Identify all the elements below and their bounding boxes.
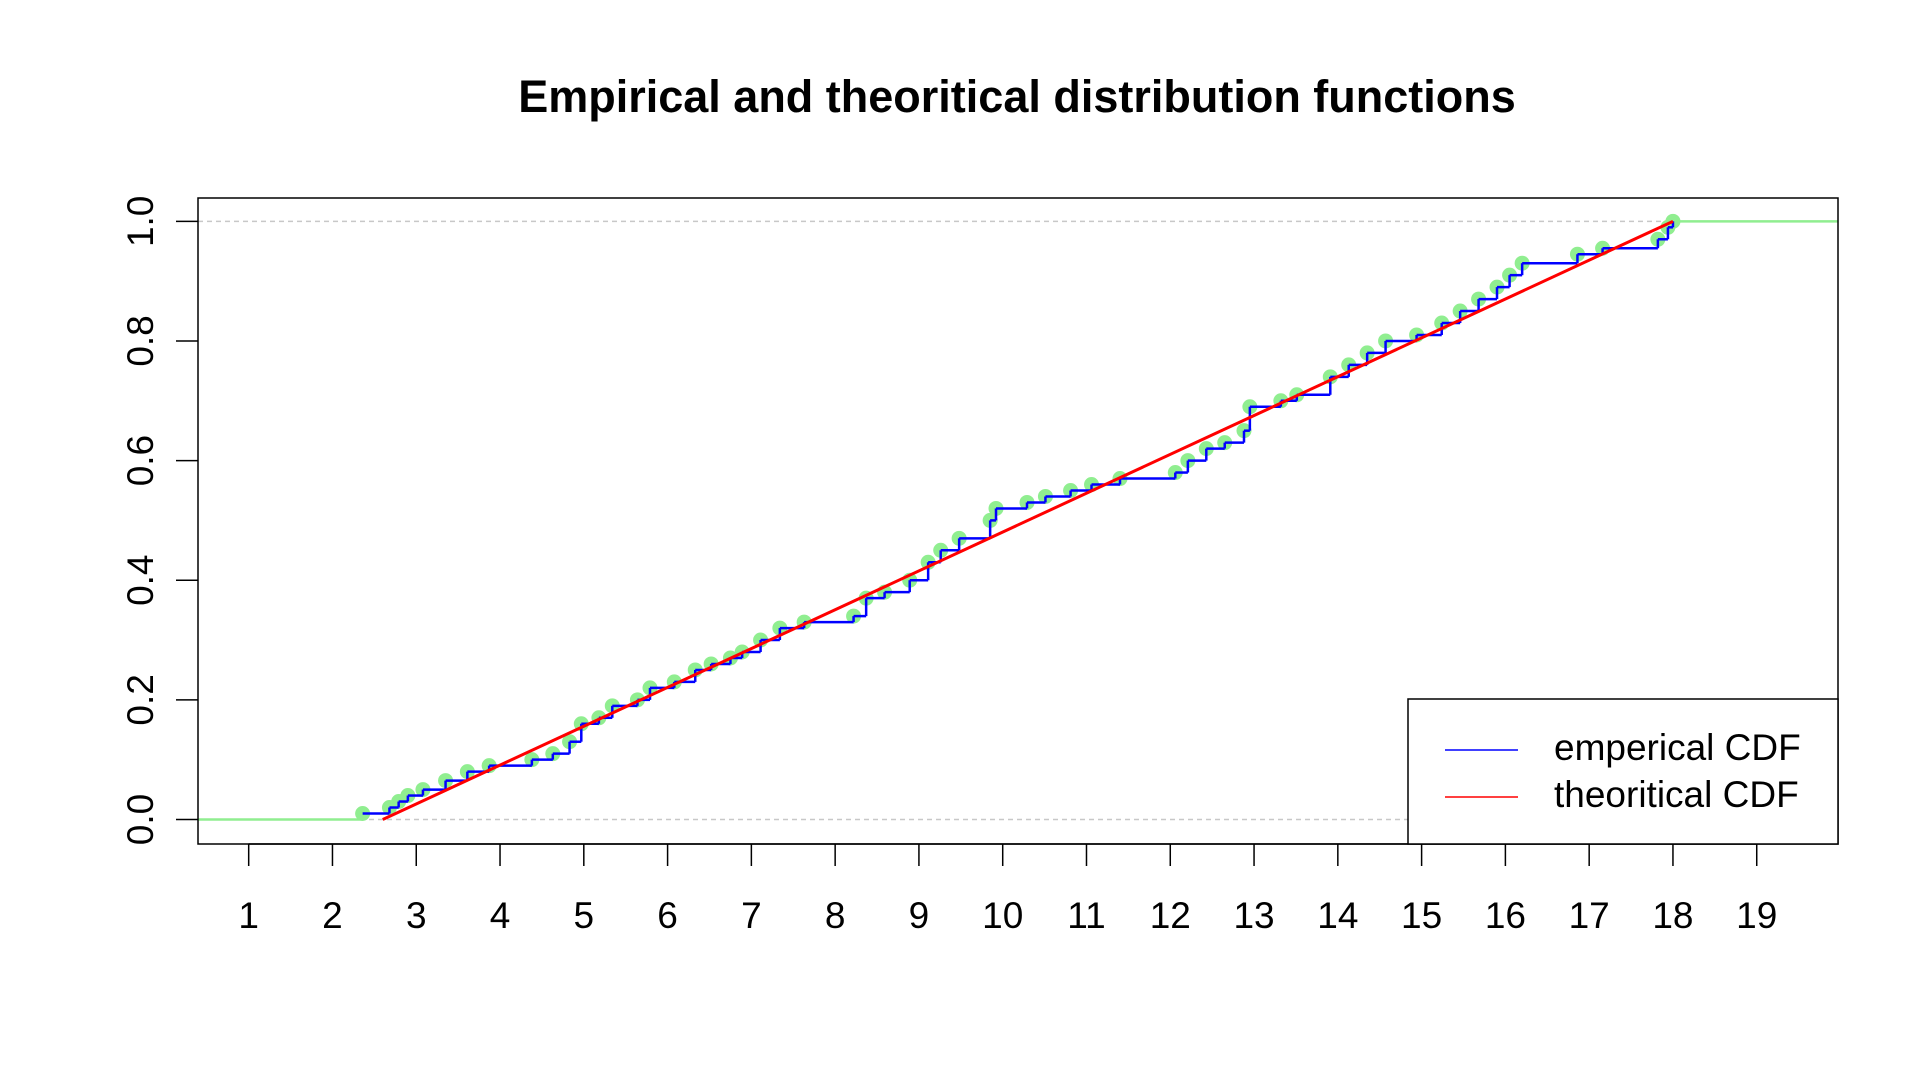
legend-label: emperical CDF (1554, 727, 1801, 768)
x-tick-label: 11 (1067, 895, 1105, 936)
x-tick-label: 16 (1485, 895, 1526, 936)
legend-label: theoritical CDF (1554, 774, 1799, 815)
x-tick-label: 5 (574, 895, 595, 936)
x-tick-label: 1 (238, 895, 259, 936)
x-tick-label: 19 (1736, 895, 1777, 936)
y-tick-label: 0.8 (120, 315, 161, 366)
x-tick-label: 2 (322, 895, 343, 936)
x-tick-label: 13 (1233, 895, 1274, 936)
chart-title: Empirical and theoritical distribution f… (518, 71, 1516, 122)
y-tick-label: 0.0 (120, 794, 161, 845)
plot-frame (197, 197, 1839, 845)
x-tick-label: 12 (1150, 895, 1191, 936)
y-tick-label: 0.2 (120, 674, 161, 725)
x-tick-label: 18 (1652, 895, 1693, 936)
legend-box (1407, 698, 1839, 845)
x-tick-label: 14 (1317, 895, 1358, 936)
x-tick-label: 15 (1401, 895, 1442, 936)
x-tick-label: 17 (1569, 895, 1610, 936)
y-tick-label: 0.6 (120, 435, 161, 486)
x-tick-label: 4 (490, 895, 511, 936)
x-tick-label: 6 (657, 895, 678, 936)
cdf-line (382, 219, 1674, 821)
x-tick-label: 8 (825, 895, 846, 936)
y-tick-label: 1.0 (120, 196, 161, 247)
x-tick-label: 3 (406, 895, 427, 936)
x-tick-label: 7 (741, 895, 762, 936)
y-tick-label: 0.4 (120, 554, 161, 605)
x-tick-label: 9 (909, 895, 930, 936)
x-tick-label: 10 (982, 895, 1023, 936)
